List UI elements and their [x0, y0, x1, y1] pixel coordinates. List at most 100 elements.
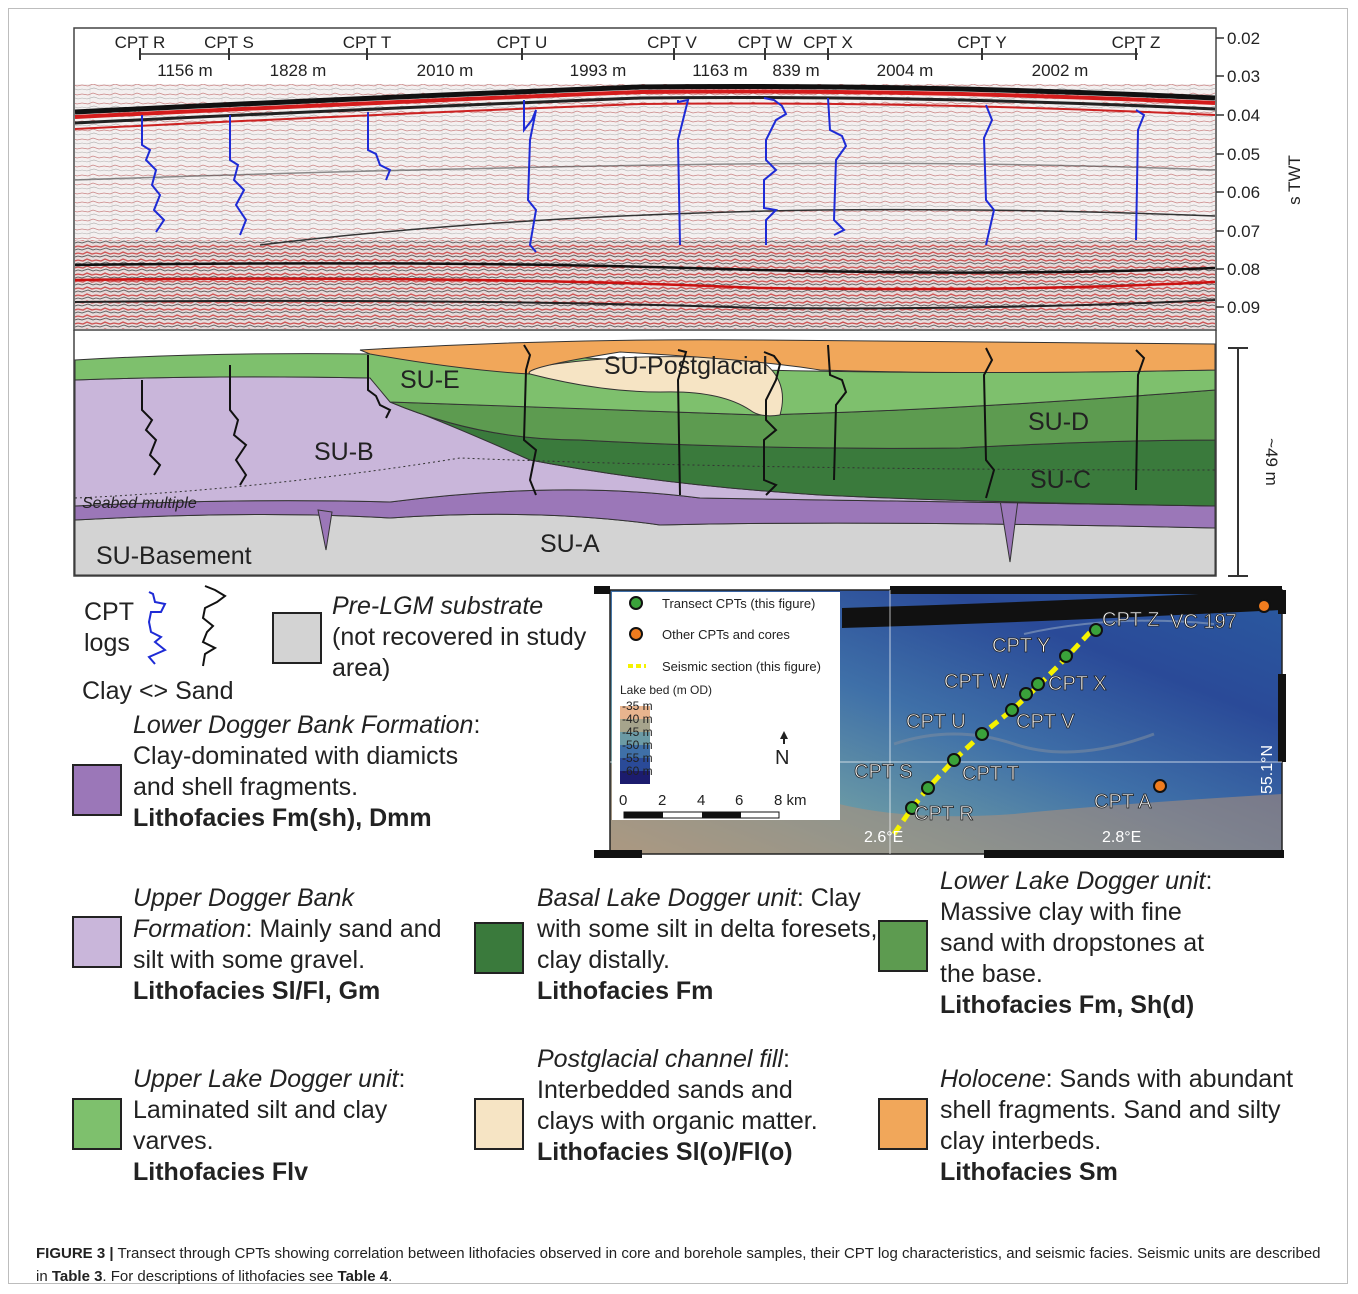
cpt-a-marker [1153, 779, 1167, 793]
time-tick: 0.08 [1227, 260, 1260, 279]
scale-tick: 6 [735, 792, 743, 809]
map-legend-item: Other CPTs and cores [662, 627, 790, 642]
unit-desc: : Sands with abundant shell fragments. S… [940, 1065, 1294, 1155]
seismic-cpt-label: CPT W [738, 33, 792, 52]
depth-label: -50 m [622, 738, 653, 752]
map-depth-title: Lake bed (m OD) [620, 683, 712, 697]
map-label-cpt-u: CPT U [906, 711, 966, 733]
unit-name: Lower Lake Dogger unit [940, 867, 1206, 895]
lower-dogger-bank-swatch [72, 764, 122, 816]
time-tick: 0.04 [1227, 106, 1260, 125]
map-label-cpt-z: CPT Z [1102, 609, 1159, 631]
unit-name: Postglacial channel fill [537, 1045, 783, 1073]
unit-label-su-e: SU-E [400, 366, 460, 394]
depth-label: -40 m [622, 712, 653, 726]
cpt-logs-legend: CPT logs [84, 597, 134, 659]
unit-label-su-a: SU-A [540, 530, 600, 558]
pre-lgm-legend: Pre-LGM substrate (not recovered in stud… [332, 591, 592, 684]
distance-label: 1156 m [157, 61, 212, 80]
caption-label: FIGURE 3 | [36, 1245, 114, 1262]
seismic-profile: CPT R CPT S CPT T CPT U CPT V CPT W CPT … [73, 27, 1304, 331]
caption-text: Transect through CPTs showing correlatio… [36, 1245, 1321, 1285]
seismic-cpt-label: CPT Z [1112, 33, 1161, 52]
unit-name: Upper Lake Dogger unit [133, 1065, 399, 1093]
depth-label: -55 m [622, 751, 653, 765]
scale-tick: 0 [619, 792, 627, 809]
unit-name: Lower Dogger Bank Formation [133, 711, 474, 739]
distance-label: 1163 m [692, 61, 747, 80]
distance-label: 839 m [772, 61, 819, 80]
seabed-multiple-label: Seabed multiple [82, 495, 197, 512]
latitude-label: 55.1°N [1259, 745, 1276, 794]
caption-text: . [388, 1268, 393, 1285]
map-label-cpt-v: CPT V [1016, 711, 1075, 733]
depth-label: -35 m [622, 699, 653, 713]
map-label-cpt-y: CPT Y [992, 635, 1050, 657]
clay-sand-label: Clay <> Sand [82, 677, 234, 705]
unit-name: Upper Dogger Bank Formation [133, 884, 354, 943]
other-cpt-marker-icon [629, 627, 643, 641]
transect-cpt-marker-icon [629, 596, 643, 610]
location-map: Transect CPTs (this figure) Other CPTs a… [594, 584, 1292, 860]
seismic-cpt-logs [141, 97, 1146, 253]
longitude-label-west: 2.6°E [864, 829, 903, 846]
map-legend-item: Transect CPTs (this figure) [662, 596, 815, 611]
cpt-r-marker [905, 801, 919, 815]
unit-facies: Lithofacies Sl/Fl, Gm [133, 977, 381, 1005]
seismic-cpt-label: CPT Y [957, 33, 1006, 52]
north-arrow-icon [780, 731, 788, 739]
upper-dogger-bank-swatch [72, 916, 122, 968]
caption-table4-link[interactable]: Table 4 [337, 1268, 389, 1285]
map-label-cpt-x: CPT X [1048, 673, 1107, 695]
seismic-cpt-label: CPT R [115, 33, 166, 52]
pre-lgm-desc: (not recovered in study area) [332, 623, 587, 682]
longitude-label-east: 2.8°E [1102, 829, 1141, 846]
map-label-cpt-w: CPT W [944, 671, 1008, 693]
time-tick: 0.02 [1227, 29, 1260, 48]
cpt-w-marker [1019, 687, 1033, 701]
time-tick: 0.09 [1227, 298, 1260, 317]
seismic-cpt-label: CPT S [204, 33, 254, 52]
basal-lake-dogger-legend: Basal Lake Dogger unit: Clay with some s… [537, 883, 882, 1007]
time-tick: 0.07 [1227, 222, 1260, 241]
cpt-logs-line2: logs [84, 629, 130, 657]
cpt-u-marker [975, 727, 989, 741]
caption-text: . For descriptions of lithofacies see [102, 1268, 338, 1285]
cpt-t-marker [947, 753, 961, 767]
unit-label-su-c: SU-C [1030, 466, 1091, 494]
cpt-s-marker [921, 781, 935, 795]
scale-tick: 2 [658, 792, 666, 809]
cpt-y-marker [1059, 649, 1073, 663]
scale-tick: 8 km [774, 792, 807, 809]
upper-lake-dogger-swatch [72, 1098, 122, 1150]
vc197-marker [1257, 599, 1271, 613]
distance-label: 1993 m [570, 61, 627, 80]
unit-desc: : Clay-dominated with diamicts and shell… [133, 711, 481, 801]
figure-caption: FIGURE 3 | Transect through CPTs showing… [36, 1242, 1336, 1288]
cpt-z-marker [1089, 623, 1103, 637]
unit-label-su-b: SU-B [314, 438, 374, 466]
time-tick: 0.03 [1227, 67, 1260, 86]
caption-table3-link[interactable]: Table 3 [51, 1268, 103, 1285]
interpreted-section: SU-E SU-Postglacial SU-B SU-D SU-C SU-A … [73, 330, 1281, 577]
unit-facies: Lithofacies Sl(o)/Fl(o) [537, 1138, 793, 1166]
unit-desc: : Mainly sand and silt with some gravel. [133, 915, 442, 974]
seismic-cpt-label: CPT U [497, 33, 548, 52]
distance-label: 2010 m [417, 61, 474, 80]
holocene-swatch [878, 1098, 928, 1150]
unit-label-su-basement: SU-Basement [96, 542, 252, 570]
lower-dogger-bank-legend: Lower Dogger Bank Formation: Clay-domina… [133, 710, 493, 834]
north-label: N [775, 747, 789, 769]
distance-label: 2004 m [877, 61, 934, 80]
map-label-cpt-a: CPT A [1094, 791, 1152, 813]
map-legend-item: Seismic section (this figure) [662, 659, 821, 674]
lower-lake-dogger-legend: Lower Lake Dogger unit: Massive clay wit… [940, 866, 1240, 1021]
unit-desc: : Interbedded sands and clays with organ… [537, 1045, 818, 1135]
distance-label: 1828 m [270, 61, 327, 80]
depth-label: -60 m [622, 764, 653, 778]
unit-facies: Lithofacies Flv [133, 1158, 309, 1186]
map-label-cpt-t: CPT T [962, 763, 1019, 785]
unit-desc: : Massive clay with fine sand with drops… [940, 867, 1213, 988]
unit-label-su-postglacial: SU-Postglacial [604, 352, 768, 380]
depth-scale-label: ~49 m [1262, 438, 1281, 486]
